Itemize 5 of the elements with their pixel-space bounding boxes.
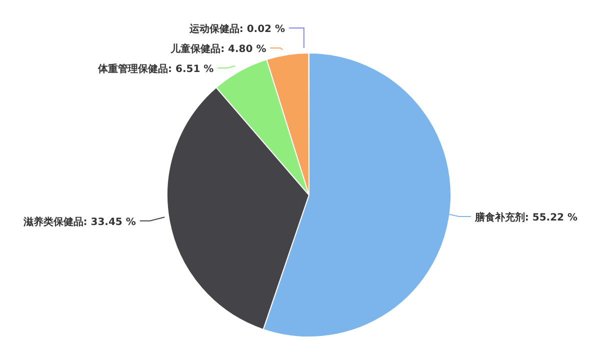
slice-label: 膳食补充剂: 55.22 % <box>474 211 578 224</box>
slice-label: 滋养类保健品: 33.45 % <box>22 216 136 228</box>
slice-label: 体重管理保健品: 6.51 % <box>97 63 214 75</box>
slice-label: 运动保健品: 0.02 % <box>188 23 285 35</box>
slice-label: 儿童保健品: 4.80 % <box>170 43 266 55</box>
